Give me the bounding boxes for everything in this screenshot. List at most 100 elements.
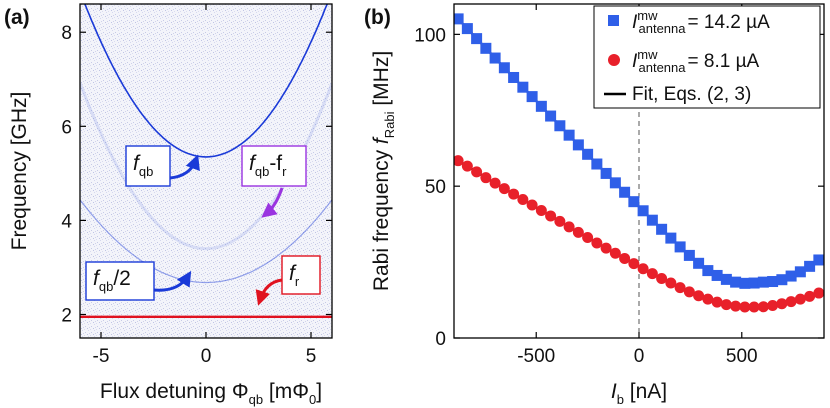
data-point-series-1 <box>785 270 797 282</box>
data-point-series-2 <box>591 237 603 249</box>
legend-label-series-2: Imw antenna = 8.1 µA <box>632 47 760 75</box>
data-point-series-2 <box>563 221 575 233</box>
fqb-half-curve <box>80 199 332 284</box>
data-point-series-2 <box>535 204 547 216</box>
data-point-series-1 <box>794 266 806 278</box>
data-point-series-2 <box>628 258 640 270</box>
panel-a-x-ticks: -5 0 5 <box>93 4 316 367</box>
data-point-series-2 <box>683 286 695 298</box>
data-point-series-1 <box>683 249 695 261</box>
data-point-series-1 <box>454 13 464 25</box>
data-point-series-2 <box>489 177 501 189</box>
annotation-fqb-box <box>125 145 171 187</box>
data-point-series-2 <box>498 183 510 195</box>
data-point-series-2 <box>702 293 714 305</box>
data-point-series-1 <box>609 177 621 189</box>
data-point-series-1 <box>804 260 816 272</box>
y-tick-label: 2 <box>61 305 72 326</box>
data-point-series-2 <box>545 210 557 222</box>
legend: Imw antenna = 14.2 µA Imw antenna = 8.1 µA F… <box>593 5 821 109</box>
data-point-series-2 <box>619 252 631 264</box>
data-point-series-1 <box>656 223 668 235</box>
panel-b-xlabel: Ib [nA] <box>611 380 667 407</box>
data-point-series-1 <box>517 81 529 93</box>
panel-a-label: (a) <box>4 6 30 29</box>
data-point-series-2 <box>720 299 732 311</box>
data-point-series-2 <box>508 188 520 200</box>
data-point-series-1 <box>619 186 631 198</box>
data-point-series-2 <box>480 172 492 184</box>
data-point-series-1 <box>711 269 723 281</box>
data-point-series-1 <box>739 277 751 289</box>
y-tick-label: 8 <box>61 23 72 44</box>
data-point-series-1 <box>508 71 520 83</box>
data-point-series-2 <box>471 166 483 178</box>
data-point-series-2 <box>776 298 788 310</box>
data-point-series-2 <box>804 290 816 302</box>
data-point-series-2 <box>711 296 723 308</box>
legend-label-fit: Fit, Eqs. (2, 3) <box>632 84 751 105</box>
panel-b-label: (b) <box>364 6 391 29</box>
data-point-series-1 <box>748 277 760 289</box>
data-point-series-2 <box>785 296 797 308</box>
data-point-series-1 <box>720 273 732 285</box>
data-point-series-1 <box>535 100 547 112</box>
x-tick-label: -500 <box>517 346 555 367</box>
data-point-series-2 <box>646 268 658 280</box>
x-tick-label: -5 <box>93 346 110 367</box>
annotation-fqb-minus-fr-text: fqb-fr <box>249 152 287 179</box>
annotation-fqb-half-arrow <box>153 270 192 292</box>
data-point-series-1 <box>591 158 603 170</box>
panel-a-xlabel: Flux detuning Φqb [mΦ0] <box>100 380 322 407</box>
annotation-fqb-half-text: fqb/2 <box>93 267 131 294</box>
y-tick-label: 50 <box>425 177 446 198</box>
panel-b: (b) -500 0 500 0 50 100 Rabi frequency fRabi… <box>364 3 825 407</box>
data-point-series-1 <box>572 139 584 151</box>
data-point-series-1 <box>813 254 824 266</box>
annotation-fqb-half: fqb/2 <box>85 261 192 301</box>
data-point-series-1 <box>526 91 538 103</box>
y-tick-label: 4 <box>61 211 72 232</box>
data-point-series-2 <box>572 226 584 238</box>
data-point-series-1 <box>480 42 492 54</box>
annotation-fqb-minus-fr-arrow <box>261 187 284 218</box>
data-point-series-1 <box>563 129 575 141</box>
legend-label-series-1: Imw antenna = 14.2 µA <box>632 8 770 36</box>
data-point-series-2 <box>748 301 760 313</box>
data-point-series-2 <box>813 287 824 299</box>
data-point-series-2 <box>554 215 566 227</box>
annotation-fr-arrow <box>255 278 283 306</box>
data-point-series-1 <box>461 23 473 35</box>
data-point-series-1 <box>582 148 594 160</box>
data-point-series-1 <box>498 62 510 74</box>
data-point-series-2 <box>767 300 779 312</box>
data-point-series-1 <box>665 232 677 244</box>
x-tick-label: 500 <box>726 346 758 367</box>
data-point-series-1 <box>767 276 779 288</box>
annotation-fqb-half-box <box>85 261 155 301</box>
annotation-fr-text: fr <box>289 262 300 289</box>
data-point-series-2 <box>656 272 668 284</box>
data-point-series-1 <box>646 214 658 226</box>
data-point-series-2 <box>674 282 686 294</box>
data-point-series-1 <box>693 257 705 269</box>
data-point-series-1 <box>489 52 501 64</box>
data-point-series-2 <box>517 194 529 206</box>
data-point-series-1 <box>730 276 742 288</box>
data-point-series-2 <box>794 293 806 305</box>
x-tick-label: 0 <box>634 346 645 367</box>
annotation-fqb-minus-fr-box <box>241 145 307 187</box>
panel-b-y-ticks: 0 50 100 <box>414 25 824 350</box>
panel-a-ylabel: Frequency [GHz] <box>8 92 31 251</box>
data-point-series-2 <box>757 301 769 313</box>
data-point-series-2 <box>665 277 677 289</box>
annotation-fqb: fqb <box>125 145 200 187</box>
data-point-series-2 <box>461 160 473 172</box>
data-point-series-1 <box>776 274 788 286</box>
data-point-series-2 <box>600 242 612 254</box>
data-point-series-2 <box>739 301 751 313</box>
data-point-series-1 <box>628 196 640 208</box>
data-point-series-1 <box>674 241 686 253</box>
data-point-series-2 <box>637 263 649 275</box>
